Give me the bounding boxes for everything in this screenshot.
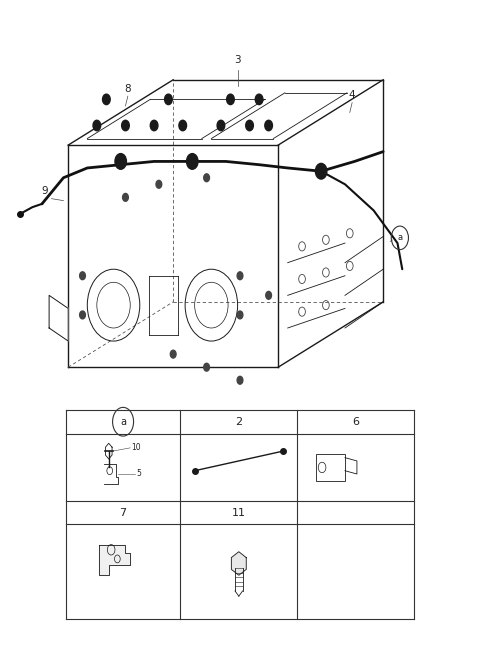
Circle shape bbox=[115, 154, 126, 169]
Polygon shape bbox=[106, 443, 112, 459]
Circle shape bbox=[80, 272, 85, 279]
Text: 2: 2 bbox=[235, 417, 242, 427]
Polygon shape bbox=[99, 545, 130, 575]
Circle shape bbox=[80, 311, 85, 319]
Text: a: a bbox=[397, 234, 402, 242]
Circle shape bbox=[170, 350, 176, 358]
Circle shape bbox=[237, 311, 243, 319]
Text: 7: 7 bbox=[120, 508, 127, 518]
Circle shape bbox=[165, 94, 172, 104]
Circle shape bbox=[315, 163, 327, 179]
Circle shape bbox=[103, 94, 110, 104]
Circle shape bbox=[150, 120, 158, 131]
Polygon shape bbox=[231, 552, 246, 575]
Circle shape bbox=[255, 94, 263, 104]
Circle shape bbox=[204, 363, 209, 371]
Polygon shape bbox=[49, 295, 68, 341]
Circle shape bbox=[246, 120, 253, 131]
Circle shape bbox=[227, 94, 234, 104]
Circle shape bbox=[122, 194, 128, 201]
Circle shape bbox=[204, 174, 209, 182]
Circle shape bbox=[217, 120, 225, 131]
Text: 10: 10 bbox=[132, 443, 141, 453]
Text: 8: 8 bbox=[124, 83, 131, 94]
Circle shape bbox=[121, 120, 129, 131]
Polygon shape bbox=[104, 464, 118, 483]
Circle shape bbox=[237, 272, 243, 279]
Circle shape bbox=[179, 120, 187, 131]
Text: 11: 11 bbox=[232, 508, 246, 518]
Text: 5: 5 bbox=[136, 470, 141, 478]
Circle shape bbox=[93, 120, 101, 131]
Text: 9: 9 bbox=[41, 186, 48, 196]
Text: 4: 4 bbox=[349, 90, 356, 100]
Text: 6: 6 bbox=[352, 417, 359, 427]
Text: 3: 3 bbox=[234, 56, 241, 66]
Circle shape bbox=[266, 291, 272, 299]
Circle shape bbox=[237, 377, 243, 384]
Text: a: a bbox=[120, 417, 126, 427]
Circle shape bbox=[156, 180, 162, 188]
Circle shape bbox=[265, 120, 273, 131]
Circle shape bbox=[187, 154, 198, 169]
